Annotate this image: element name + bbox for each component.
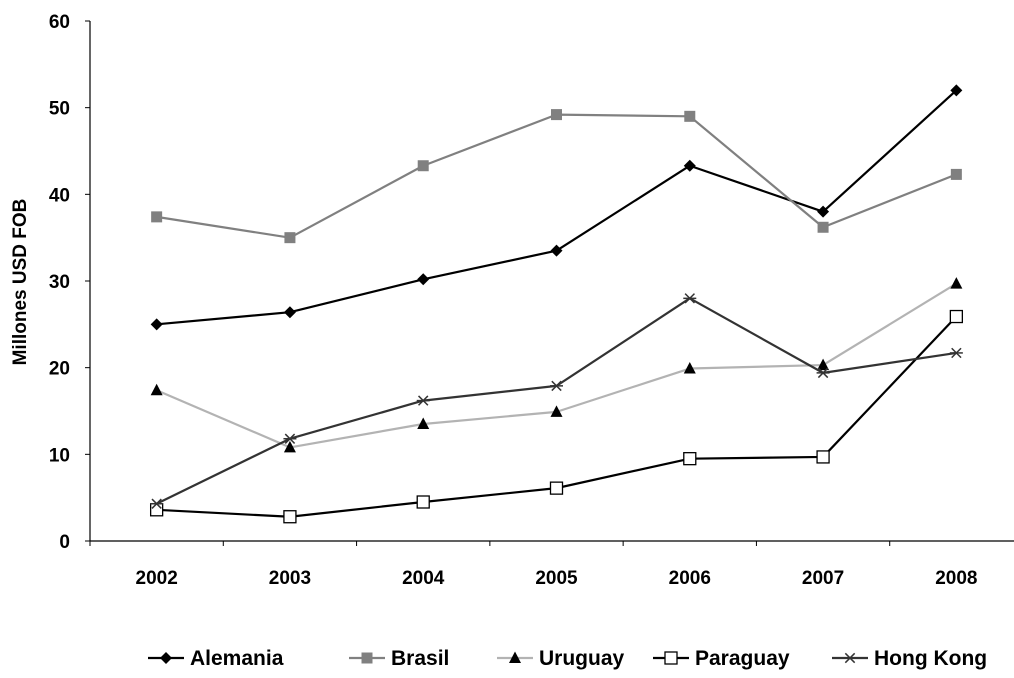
legend-item-paraguay: Paraguay: [653, 647, 790, 670]
x-tick-label: 2006: [669, 568, 711, 589]
data-point-uruguay: [150, 383, 163, 396]
data-point-brasil: [284, 232, 296, 244]
data-point-uruguay: [683, 362, 696, 374]
legend-marker-hong-kong: [843, 652, 857, 664]
data-point-brasil: [151, 211, 163, 223]
data-point-brasil: [417, 160, 429, 172]
data-point-hong-kong: [816, 367, 830, 379]
data-point-alemania: [150, 318, 163, 331]
data-point-alemania: [550, 244, 563, 257]
data-point-alemania: [950, 84, 963, 97]
y-tick-label: 30: [49, 272, 70, 293]
series-line-alemania: [156, 89, 958, 326]
star-stroke: [151, 498, 162, 509]
star-stroke: [817, 367, 829, 379]
star-stroke: [284, 433, 296, 444]
legend-label-alemania: Alemania: [190, 647, 284, 670]
data-point-uruguay: [417, 417, 430, 429]
data-point-uruguay: [817, 358, 830, 371]
legend-item-hong-kong: Hong Kong: [832, 647, 987, 670]
x-tick-label: 2008: [935, 568, 977, 589]
legend-marker-alemania: [160, 652, 172, 664]
data-point-uruguay: [950, 277, 963, 289]
data-point-hong-kong: [683, 293, 697, 304]
y-axis-title: Millones USD FOB: [10, 199, 31, 366]
data-point-hong-kong: [150, 498, 164, 509]
x-tick-label: 2004: [402, 568, 445, 589]
x-tick-label: 2003: [269, 568, 311, 589]
y-axis-title-group: Millones USD FOB: [10, 199, 31, 366]
series-brasil: [151, 109, 962, 244]
data-point-uruguay: [283, 440, 296, 453]
data-point-alemania: [417, 273, 430, 286]
series-layer: [149, 84, 964, 524]
legend-marker-brasil: [361, 652, 373, 664]
data-point-brasil: [684, 110, 696, 122]
legend-label-uruguay: Uruguay: [539, 647, 625, 670]
star-stroke: [684, 293, 695, 304]
data-point-hong-kong: [416, 395, 430, 406]
legend: Alemania Brasil Uruguay Paraguay Hong Kong: [148, 647, 987, 670]
star-stroke: [951, 347, 962, 359]
y-tick-label: 20: [49, 359, 70, 380]
series-line-hong-kong: [156, 297, 957, 505]
data-point-brasil: [817, 221, 829, 233]
data-point-hong-kong: [550, 380, 563, 392]
data-point-paraguay: [816, 450, 830, 464]
series-line-uruguay: [156, 282, 957, 449]
x-tick-label: 2007: [802, 568, 844, 589]
data-point-hong-kong: [949, 347, 963, 359]
data-point-alemania: [283, 306, 296, 319]
y-tick-label: 40: [49, 185, 70, 206]
series-uruguay: [150, 277, 963, 453]
series-line-brasil: [156, 113, 957, 239]
data-point-paraguay: [549, 481, 564, 495]
data-point-paraguay: [283, 510, 297, 524]
y-tick-label: 60: [49, 12, 70, 33]
legend-marker-paraguay: [664, 651, 678, 665]
series-alemania: [150, 84, 963, 331]
data-point-paraguay: [949, 309, 964, 324]
legend-label-brasil: Brasil: [391, 647, 449, 670]
x-tick-label: 2005: [535, 568, 578, 589]
y-tick-label: 0: [59, 532, 70, 553]
series-hong-kong: [150, 293, 963, 509]
data-point-paraguay: [416, 495, 430, 509]
data-point-uruguay: [550, 405, 563, 417]
data-point-hong-kong: [283, 433, 297, 444]
legend-marker-uruguay: [509, 651, 521, 663]
legend-label-paraguay: Paraguay: [695, 647, 790, 670]
data-point-alemania: [817, 205, 830, 218]
legend-item-brasil: Brasil: [349, 647, 449, 670]
y-tick-label: 10: [49, 445, 70, 466]
star-stroke: [844, 652, 856, 664]
legend-label-hong-kong: Hong Kong: [874, 647, 987, 670]
star-stroke: [418, 395, 429, 406]
star-stroke: [551, 380, 562, 392]
x-tick-label: 2002: [136, 568, 178, 589]
data-point-alemania: [683, 159, 696, 172]
data-point-paraguay: [149, 503, 164, 517]
legend-item-alemania: Alemania: [148, 647, 284, 670]
y-tick-label: 50: [49, 99, 70, 120]
data-point-brasil: [551, 109, 562, 121]
data-point-paraguay: [683, 452, 697, 466]
legend-item-uruguay: Uruguay: [497, 647, 625, 670]
axes: 0 10 20 30 40 50 60 2002 2003 2004 2005 2006 2007 200…: [49, 12, 1014, 589]
data-point-brasil: [950, 168, 962, 180]
